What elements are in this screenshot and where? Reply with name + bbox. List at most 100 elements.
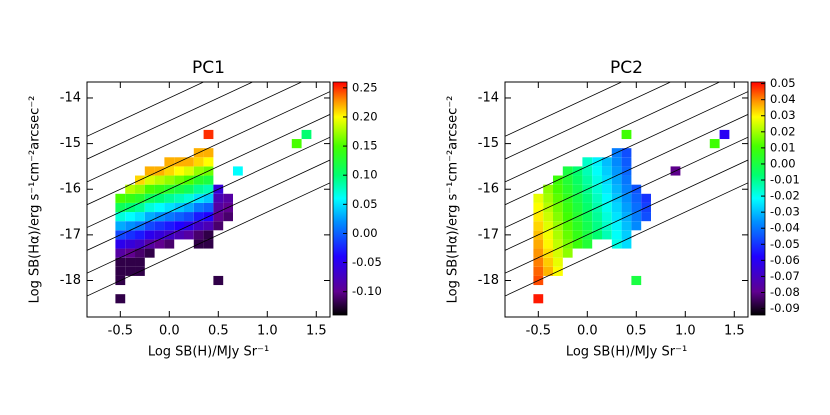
cell	[144, 221, 155, 231]
colorbar-tick-label: 0.10	[352, 168, 378, 182]
cell	[144, 212, 155, 222]
cell	[631, 275, 642, 286]
cell	[115, 202, 126, 213]
colorbar-tick-label: -0.05	[770, 237, 800, 251]
cell	[184, 202, 194, 213]
cell	[582, 239, 593, 249]
cell	[154, 230, 165, 240]
y-tick-label: -18	[60, 273, 81, 288]
cell	[213, 212, 224, 222]
colorbar-tick-label: -0.01	[770, 173, 800, 187]
cell	[164, 193, 175, 203]
cell	[115, 239, 126, 249]
cell	[223, 212, 233, 222]
colorbar-tick-label: 0.05	[352, 197, 378, 211]
cell	[533, 257, 544, 267]
reference-line	[87, 182, 330, 297]
cell	[193, 166, 204, 176]
cell	[553, 257, 563, 267]
cell	[621, 193, 632, 203]
cell	[174, 166, 185, 176]
reference-line	[87, 159, 330, 274]
cell	[611, 184, 622, 194]
cell	[602, 230, 612, 240]
cell	[144, 230, 155, 240]
cell	[562, 166, 573, 176]
cell	[582, 193, 593, 203]
cell	[631, 221, 642, 231]
cell	[115, 257, 126, 267]
cell	[135, 239, 145, 249]
panel: -0.5 0.0 0.5 1.0 1.5 -18 -17 -16 -15 -14 PC1 Log SB…	[28, 58, 382, 360]
cell	[213, 193, 224, 203]
cell	[154, 239, 165, 249]
cell	[184, 166, 194, 176]
cell	[543, 266, 554, 276]
cell	[611, 175, 622, 185]
cell	[135, 212, 145, 222]
cell	[174, 184, 185, 194]
colorbar-tick-label: -0.07	[770, 269, 800, 283]
cell	[135, 257, 145, 267]
cell	[193, 221, 204, 231]
y-tick-label: -15	[60, 136, 81, 151]
cell	[533, 202, 544, 213]
cell	[154, 193, 165, 203]
cell	[553, 230, 563, 240]
reference-line	[87, 91, 330, 206]
reference-line	[505, 82, 623, 137]
cell	[621, 230, 632, 240]
cell	[184, 184, 194, 194]
y-tick-label: -16	[60, 182, 81, 197]
colorbar-tick-label: 0.04	[770, 92, 796, 106]
cell	[135, 202, 145, 213]
cell	[533, 239, 544, 249]
cell	[203, 202, 214, 213]
cell	[602, 193, 612, 203]
reference-line	[87, 136, 330, 251]
colorbar-tick-label: 0.00	[770, 156, 796, 170]
cell	[125, 239, 136, 249]
cell	[602, 157, 612, 167]
chart-title: PC1	[192, 58, 225, 78]
y-tick-label: -18	[478, 273, 499, 288]
cell	[203, 148, 214, 158]
x-tick-label: 1.0	[675, 324, 696, 339]
cell	[154, 184, 165, 194]
cell	[621, 148, 632, 158]
cell	[592, 230, 603, 240]
cell	[203, 129, 214, 140]
cell	[553, 193, 563, 203]
cell	[592, 221, 603, 231]
cell	[164, 239, 175, 249]
reference-line	[505, 136, 748, 251]
x-axis-label: Log SB(H)/MJy Sr⁻¹	[148, 345, 269, 360]
reference-line	[505, 159, 748, 274]
cell	[533, 212, 544, 222]
cell	[592, 166, 603, 176]
cell	[641, 212, 651, 222]
cell	[621, 129, 632, 140]
cell	[533, 266, 544, 276]
cell	[641, 193, 651, 203]
cell	[115, 266, 126, 276]
cell	[562, 248, 573, 258]
x-tick-label: 0.5	[208, 324, 229, 339]
colorbar-tick-label: -0.05	[352, 255, 382, 269]
cell	[125, 266, 136, 276]
x-tick-label: 0.5	[626, 324, 647, 339]
cell	[611, 166, 622, 176]
cell	[193, 157, 204, 167]
cell	[533, 193, 544, 203]
plot-frame	[86, 81, 331, 318]
cell	[562, 221, 573, 231]
colorbar	[750, 81, 766, 316]
x-tick-label: 1.0	[257, 324, 278, 339]
cell	[553, 184, 563, 194]
cell	[562, 175, 573, 185]
cell	[533, 248, 544, 258]
cell	[562, 212, 573, 222]
cell	[115, 212, 126, 222]
cell	[543, 221, 554, 231]
cell	[543, 184, 554, 194]
